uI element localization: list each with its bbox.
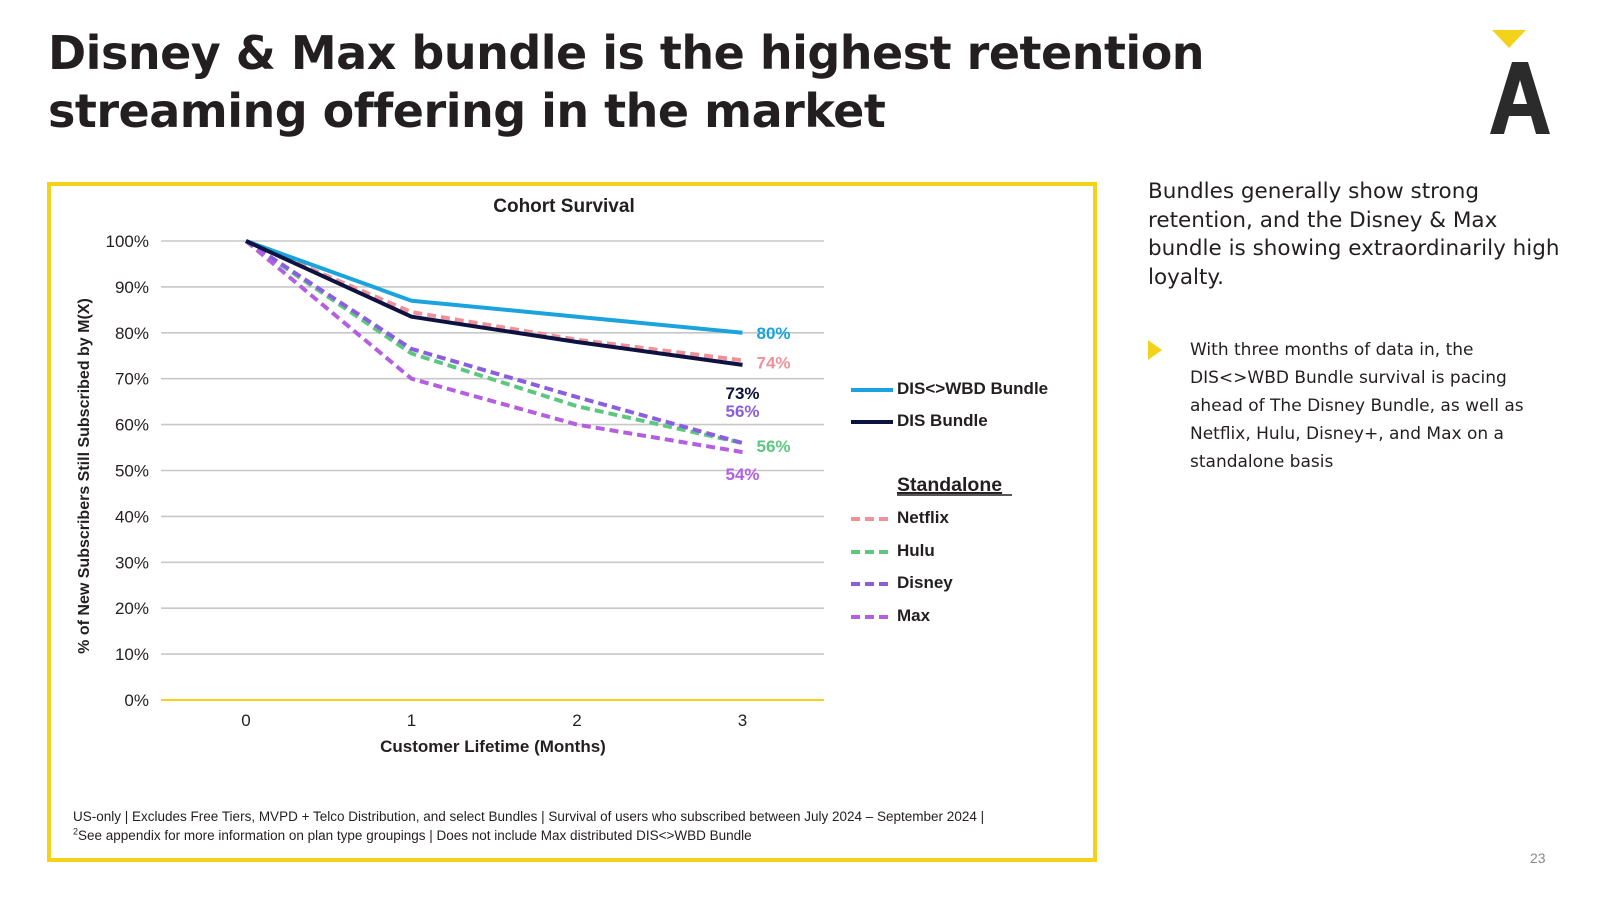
y-tick-label: 90% <box>115 278 149 297</box>
y-tick-label: 100% <box>106 232 149 251</box>
y-tick-label: 10% <box>115 645 149 664</box>
legend-group-label: Standalone <box>897 474 1002 496</box>
y-tick-label: 60% <box>115 416 149 435</box>
end-value-label: 56% <box>757 437 791 456</box>
y-tick-label: 0% <box>124 691 149 710</box>
y-axis-label: % of New Subscribers Still Subscribed by… <box>76 298 93 654</box>
footnote-line-1: US-only | Excludes Free Tiers, MVPD + Te… <box>73 809 985 824</box>
end-value-label: 74% <box>757 353 791 372</box>
footnote-line-2: 2See appendix for more information on pl… <box>73 826 1083 845</box>
logo-triangle <box>1492 30 1526 48</box>
end-value-label: 56% <box>725 402 759 421</box>
series-line-dis-bundle <box>245 239 743 367</box>
legend-label: Netflix <box>897 508 950 527</box>
end-value-label: 73% <box>725 384 759 403</box>
legend-label: Max <box>897 606 931 625</box>
cohort-survival-chart: Cohort Survival 0% 10% 20% 30% 40% 50% 60% 70% 80… <box>76 196 1048 756</box>
series-line-max <box>244 239 743 455</box>
end-value-label: 54% <box>725 465 759 484</box>
legend-label: DIS<>WBD Bundle <box>897 379 1048 398</box>
slide-title: Disney & Max bundle is the highest reten… <box>48 26 1205 138</box>
y-tick-label: 80% <box>115 324 149 343</box>
page-number: 23 <box>1530 850 1546 866</box>
legend-label: Disney <box>897 573 953 592</box>
series-line-netflix <box>245 239 743 363</box>
legend-label: DIS Bundle <box>897 411 988 430</box>
footnote-superscript: 2 <box>73 826 79 837</box>
footnote-line-2-text: See appendix for more information on pla… <box>78 828 752 843</box>
end-value-label: 80% <box>757 324 791 343</box>
chevron-bullet-icon <box>1148 340 1162 360</box>
y-tick-label: 70% <box>115 370 149 389</box>
bullet-shape <box>1148 340 1162 360</box>
series-line-hulu <box>244 239 743 445</box>
chart-title: Cohort Survival <box>493 196 634 217</box>
side-headline: Bundles generally show strong retention,… <box>1148 179 1560 290</box>
x-tick-label: 2 <box>572 711 581 730</box>
series-line-dis-wbd-bundle <box>245 239 743 335</box>
y-tick-label: 50% <box>115 462 149 481</box>
chart-frame: Cohort Survival 0% 10% 20% 30% 40% 50% 60% 70% 80… <box>47 182 1097 862</box>
footnote: US-only | Excludes Free Tiers, MVPD + Te… <box>73 807 1083 845</box>
x-tick-label: 1 <box>407 711 416 730</box>
y-tick-label: 20% <box>115 599 149 618</box>
x-tick-label: 0 <box>241 711 250 730</box>
y-tick-label: 40% <box>115 507 149 526</box>
x-tick-label: 3 <box>738 711 747 730</box>
company-logo-icon <box>1490 30 1550 134</box>
x-axis-label: Customer Lifetime (Months) <box>380 737 606 756</box>
bullet-text: With three months of data in, the DIS<>W… <box>1190 340 1524 472</box>
series-line-disney <box>244 239 744 445</box>
legend-label: Hulu <box>897 541 935 560</box>
y-tick-label: 30% <box>115 553 149 572</box>
